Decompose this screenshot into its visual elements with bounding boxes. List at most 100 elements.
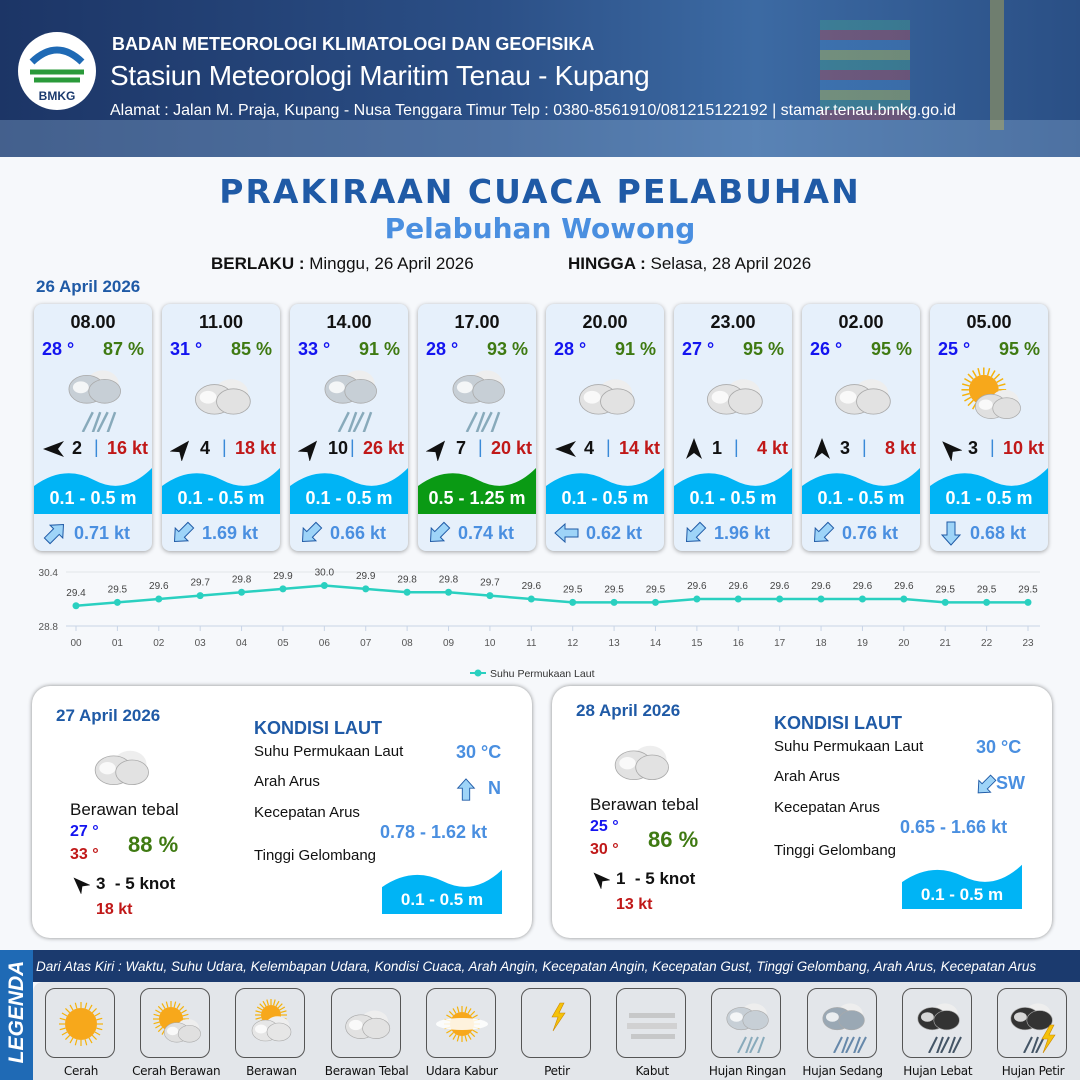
data-point [569, 598, 577, 606]
daily-forecast-panel: 28 April 2026 Berawan tebal 25 ° 30 ° 86… [552, 686, 1052, 938]
x-tick-label: 09 [443, 638, 455, 649]
forecast-card: 05.00 25 ° 95 % 3 | 10 kt 0.1 - 0.5 m 0.… [930, 304, 1048, 551]
legend-item-label: Berawan [246, 1064, 297, 1078]
legend-item-label: Petir [544, 1064, 570, 1078]
station-address: Alamat : Jalan M. Praja, Kupang - Nusa T… [110, 102, 956, 119]
current-speed: 0.71 kt [74, 523, 131, 543]
wind-direction-arrow-icon [590, 869, 611, 890]
forecast-card: 20.00 28 ° 91 % 4 | 14 kt 0.1 - 0.5 m 0.… [546, 304, 664, 551]
data-label: 29.8 [232, 574, 252, 585]
current-direction-arrow-icon [810, 520, 836, 546]
data-label: 29.6 [894, 581, 914, 592]
data-label: 29.6 [811, 581, 831, 592]
data-label: 29.6 [149, 581, 169, 592]
gust-speed: 4 kt [756, 438, 788, 458]
data-label: 29.5 [646, 584, 666, 595]
berawan-tebal-weather-icon [696, 360, 772, 432]
header-banner: BMKG BADAN METEOROLOGI KLIMATOLOGI DAN G… [0, 0, 1080, 157]
hujan-ringan-icon [711, 988, 782, 1058]
gust-speed: 20 kt [490, 438, 532, 458]
data-label: 29.6 [770, 581, 790, 592]
data-label: 29.5 [108, 584, 128, 595]
legend-item-hujan-lebat: Hujan Lebat [892, 988, 984, 1080]
berawan-icon [235, 988, 306, 1058]
data-point [941, 598, 949, 606]
sst-value: 30 °C [976, 737, 1022, 757]
wind-speed-range: 1 - 5 knot [616, 869, 696, 888]
data-point [858, 595, 866, 603]
data-label: 30.0 [315, 568, 335, 579]
wind-info: 3 | 8 kt [808, 437, 916, 461]
current-speed: 1.96 kt [714, 523, 771, 543]
cerah-berawan-icon [140, 988, 211, 1058]
x-tick-label: 11 [526, 638, 537, 649]
data-point [817, 595, 825, 603]
hujan-ringan-weather-icon [56, 360, 132, 440]
x-tick-label: 12 [567, 638, 579, 649]
berawan-tebal-weather-icon [86, 732, 156, 802]
current-speed: 0.66 kt [330, 523, 387, 543]
berawan-tebal-icon [330, 988, 401, 1058]
port-name: Pelabuhan Wowong [384, 212, 696, 245]
legend-item-udara-kabur: Udara Kabur [416, 988, 508, 1080]
x-tick-label: 17 [774, 638, 786, 649]
x-tick-label: 16 [733, 638, 745, 649]
wind-speed: 4 [584, 438, 595, 458]
containers-decoration [820, 20, 910, 120]
current-info: 0.71 kt [34, 514, 152, 551]
hujan-sedang-icon [806, 988, 877, 1058]
current-speed: 1.69 kt [202, 523, 259, 543]
x-tick-label: 08 [402, 638, 414, 649]
current-direction-arrow-icon [938, 520, 964, 546]
day0-date: 26 April 2026 [36, 277, 141, 296]
wave-icon [902, 864, 1022, 909]
wave-height: 0.1 - 0.5 m [920, 885, 1004, 904]
forecast-card: 02.00 26 ° 95 % 3 | 8 kt 0.1 - 0.5 m 0.7… [802, 304, 920, 551]
wind-info: 7 | 20 kt [424, 437, 532, 462]
air-temperature: 27 ° [682, 339, 715, 359]
forecast-time: 08.00 [70, 312, 116, 332]
page-title: PRAKIRAAN CUACA PELABUHAN [219, 172, 861, 211]
data-point [72, 602, 80, 610]
gust-speed: 10 kt [1002, 438, 1044, 458]
x-tick-label: 06 [319, 638, 331, 649]
data-label: 29.9 [273, 571, 293, 582]
x-tick-label: 04 [236, 638, 248, 649]
wind-speed: 4 [200, 438, 211, 458]
legend-item-hujan-petir: Hujan Petir [987, 988, 1079, 1080]
data-label: 29.8 [439, 574, 459, 585]
x-tick-label: 10 [484, 638, 496, 649]
x-tick-label: 01 [112, 638, 124, 649]
wind-direction-arrow-icon [42, 437, 66, 461]
gust-speed: 14 kt [618, 438, 660, 458]
wave-icon [930, 468, 1048, 514]
svg-text:BMKG: BMKG [39, 89, 76, 103]
current-direction-arrow-icon [426, 520, 452, 546]
legend-item-berawan: Berawan [225, 988, 317, 1080]
max-temperature: 33 ° [70, 846, 99, 863]
legend-description: Dari Atas Kiri : Waktu, Suhu Udara, Kele… [36, 959, 1037, 974]
udara-kabur-icon [425, 988, 496, 1058]
legend-item-berawan-tebal: Berawan Tebal [321, 988, 413, 1080]
wave-height: 0.1 - 0.5 m [305, 488, 393, 508]
current-direction-arrow-icon [42, 520, 68, 546]
hujan-ringan-weather-icon [440, 360, 516, 440]
data-point [196, 592, 204, 600]
legend-title: LEGENDA [5, 960, 28, 1064]
legend-item-hujan-ringan: Hujan Ringan [701, 988, 793, 1080]
hujan-lebat-icon [901, 988, 972, 1058]
current-direction: SW [996, 773, 1025, 793]
wind-direction-arrow-icon [554, 437, 578, 461]
current-direction-arrow-icon [554, 520, 580, 546]
wind-direction-arrow-icon [169, 437, 194, 462]
hujan-petir-icon [997, 988, 1067, 1058]
min-temperature: 27 ° [70, 823, 99, 840]
weather-condition: Berawan tebal [590, 795, 699, 814]
sst-chart: 30.4 28.8 00 29.4 01 29.5 02 29.6 03 29.7 04 29.8 05… [39, 568, 1040, 680]
min-temperature: 25 ° [590, 818, 619, 835]
air-temperature: 28 ° [554, 339, 587, 359]
daily-forecast-panel: 27 April 2026 Berawan tebal 27 ° 33 ° 88… [32, 686, 532, 938]
data-point [279, 585, 287, 593]
wave-icon [802, 468, 920, 514]
current-info: 0.66 kt [290, 514, 408, 551]
